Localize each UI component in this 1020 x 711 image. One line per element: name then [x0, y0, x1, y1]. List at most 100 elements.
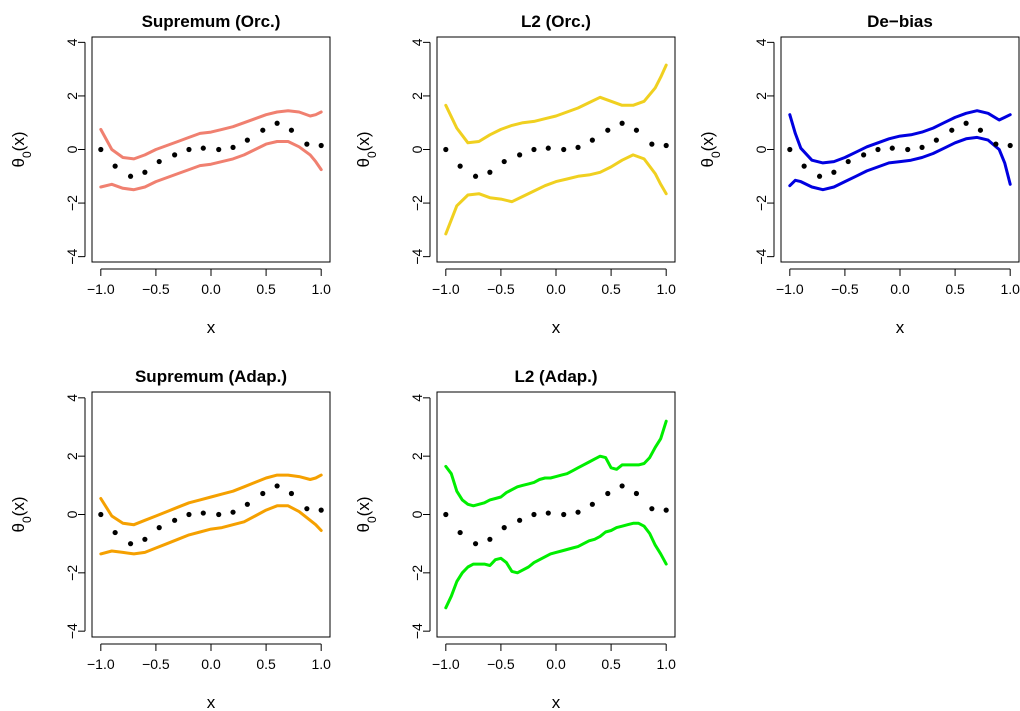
x-tick-label: 0.5 [256, 281, 276, 297]
data-point [260, 127, 266, 133]
x-tick-label: −0.5 [142, 656, 170, 672]
data-point [98, 511, 104, 518]
data-point [216, 146, 222, 153]
lower-band-line [444, 153, 668, 236]
x-tick-label: 0.0 [201, 281, 221, 297]
data-point [156, 158, 162, 165]
panel-title: Supremum (Orc.) [142, 12, 281, 31]
x-tick-label: 1.0 [311, 281, 331, 297]
y-tick-label: 2 [64, 452, 80, 460]
data-point [531, 511, 537, 518]
y-tick-label: −4 [409, 623, 425, 639]
data-point [649, 141, 655, 147]
panel-3: De−bias −1.0 −0.5 0.0 0.5 1.0 x −4 −2 0 2 4 θ0(x) [698, 12, 1020, 337]
data-point [274, 483, 280, 489]
data-point [801, 163, 807, 169]
data-point [531, 146, 537, 153]
panel-title: Supremum (Adap.) [135, 367, 287, 386]
data-point [457, 529, 463, 536]
lower-band-line [99, 140, 323, 192]
data-point [816, 173, 823, 179]
x-tick-label: 0.5 [601, 281, 621, 297]
x-axis-label: x [207, 318, 216, 337]
y-tick-label: 0 [753, 145, 769, 153]
data-point [575, 144, 581, 150]
data-point [260, 490, 266, 497]
data-point [619, 483, 625, 489]
y-tick-label: 2 [409, 92, 425, 100]
plot-frame [436, 391, 676, 638]
upper-band-line [444, 63, 668, 145]
data-point [98, 146, 104, 153]
x-axis-label: x [896, 318, 905, 337]
data-point [831, 169, 837, 175]
lower-band-line [444, 521, 668, 610]
data-point [472, 541, 479, 547]
data-point [172, 517, 178, 523]
data-point [545, 510, 551, 516]
data-point [605, 127, 611, 133]
y-axis-label: θ0(x) [698, 132, 723, 168]
panel-1: Supremum (Orc.) −1.0 −0.5 0.0 0.5 1.0 x −4 −2 0 2 4… [9, 12, 331, 337]
plot-frame [436, 36, 676, 263]
data-point [663, 142, 669, 149]
data-point [787, 146, 793, 153]
data-point [127, 541, 134, 547]
y-axis-label: θ0(x) [9, 132, 34, 168]
x-tick-label: −0.5 [487, 656, 515, 672]
x-tick-label: 0.5 [601, 656, 621, 672]
y-axis-label: θ0(x) [9, 497, 34, 533]
data-point [619, 120, 625, 126]
y-axis-label: θ0(x) [354, 132, 379, 168]
data-point [589, 501, 595, 507]
data-point [142, 536, 148, 542]
data-point [304, 141, 310, 147]
data-point [200, 145, 206, 151]
data-point [443, 146, 449, 153]
panel-title: L2 (Orc.) [521, 12, 591, 31]
x-tick-label: −0.5 [142, 281, 170, 297]
y-tick-label: 0 [64, 510, 80, 518]
y-tick-label: 0 [64, 145, 80, 153]
data-point [304, 506, 310, 512]
y-tick-label: −2 [64, 195, 80, 211]
data-point [561, 511, 567, 518]
data-point [633, 127, 640, 133]
data-point [186, 146, 192, 153]
x-tick-label: 0.0 [546, 656, 566, 672]
panel-title: L2 (Adap.) [514, 367, 597, 386]
data-point [545, 145, 551, 151]
upper-band-line [99, 109, 323, 161]
data-point [889, 145, 895, 151]
y-tick-label: −4 [409, 248, 425, 264]
data-point [919, 144, 925, 150]
y-tick-label: −2 [409, 565, 425, 581]
data-point [633, 490, 640, 497]
data-point [142, 169, 148, 175]
data-point [186, 511, 192, 518]
data-point [517, 152, 523, 158]
y-tick-label: −4 [64, 248, 80, 264]
data-point [561, 146, 567, 153]
x-axis-label: x [552, 318, 561, 337]
lower-band-line [99, 504, 323, 556]
data-point [1007, 142, 1013, 149]
y-tick-label: 2 [753, 92, 769, 100]
data-point [845, 158, 851, 165]
data-point [861, 152, 867, 158]
plot-frame [91, 36, 331, 263]
panel-2: L2 (Orc.) −1.0 −0.5 0.0 0.5 1.0 x −4 −2 0 2 4 θ0(x) [354, 12, 676, 337]
data-point [318, 142, 324, 149]
data-point [905, 146, 911, 153]
data-point [244, 501, 250, 507]
x-tick-label: −1.0 [432, 656, 460, 672]
y-tick-label: −4 [753, 248, 769, 264]
data-point [112, 163, 118, 169]
data-point [230, 509, 236, 515]
data-point [200, 510, 206, 516]
data-point [963, 120, 969, 126]
y-tick-label: 4 [753, 38, 769, 46]
y-tick-label: −2 [64, 565, 80, 581]
y-tick-label: 4 [409, 38, 425, 46]
